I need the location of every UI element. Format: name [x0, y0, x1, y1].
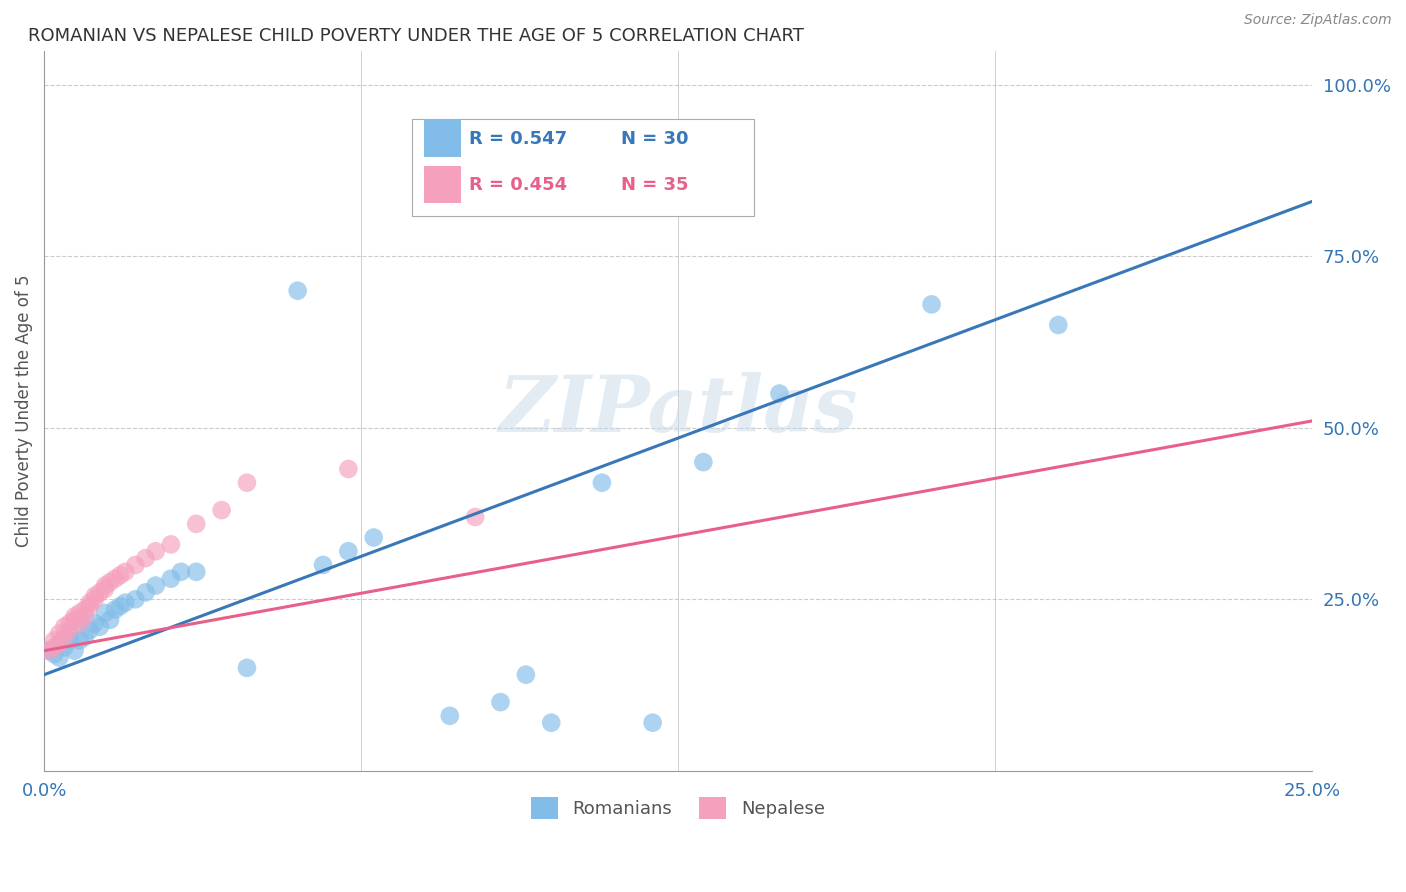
Text: R = 0.454: R = 0.454 [468, 176, 567, 194]
Point [641, 715, 664, 730]
Point [236, 661, 259, 675]
Point [44, 647, 66, 661]
Text: N = 30: N = 30 [621, 129, 689, 147]
Text: N = 35: N = 35 [621, 176, 689, 194]
FancyBboxPatch shape [425, 119, 461, 156]
Point [186, 565, 208, 579]
Point [489, 695, 512, 709]
Point [98, 575, 121, 590]
Point [236, 475, 259, 490]
Point [79, 596, 101, 610]
Point [135, 551, 157, 566]
Point [104, 602, 127, 616]
Point [63, 613, 86, 627]
Point [94, 606, 117, 620]
Point [515, 667, 537, 681]
Point [53, 630, 76, 644]
Point [58, 616, 80, 631]
Point [540, 715, 562, 730]
Point [921, 297, 943, 311]
Point [135, 585, 157, 599]
Point [89, 620, 111, 634]
Point [160, 572, 183, 586]
Point [98, 613, 121, 627]
Point [58, 633, 80, 648]
Point [287, 284, 309, 298]
Point [58, 623, 80, 637]
Point [69, 616, 91, 631]
Point [591, 475, 613, 490]
Point [83, 589, 105, 603]
Point [48, 650, 70, 665]
Point [170, 565, 193, 579]
Point [160, 537, 183, 551]
Point [73, 630, 96, 644]
Point [104, 572, 127, 586]
Point [337, 462, 360, 476]
Text: R = 0.547: R = 0.547 [468, 129, 567, 147]
Point [79, 623, 101, 637]
Point [73, 602, 96, 616]
Point [768, 386, 790, 401]
Point [145, 578, 167, 592]
Point [83, 616, 105, 631]
Point [44, 640, 66, 655]
Point [114, 565, 136, 579]
Point [186, 516, 208, 531]
Point [89, 585, 111, 599]
Point [79, 599, 101, 614]
Point [38, 643, 60, 657]
FancyBboxPatch shape [425, 166, 461, 203]
Point [692, 455, 714, 469]
Point [69, 606, 91, 620]
Text: ROMANIAN VS NEPALESE CHILD POVERTY UNDER THE AGE OF 5 CORRELATION CHART: ROMANIAN VS NEPALESE CHILD POVERTY UNDER… [28, 27, 804, 45]
Point [145, 544, 167, 558]
Point [337, 544, 360, 558]
Point [124, 558, 146, 572]
Point [83, 592, 105, 607]
Point [464, 510, 486, 524]
Point [312, 558, 335, 572]
Point [211, 503, 233, 517]
Point [38, 643, 60, 657]
Point [44, 633, 66, 648]
Point [108, 568, 131, 582]
Point [69, 633, 91, 648]
Point [1047, 318, 1070, 332]
Point [48, 637, 70, 651]
Point [63, 609, 86, 624]
Point [94, 578, 117, 592]
Point [124, 592, 146, 607]
Point [73, 609, 96, 624]
Text: Source: ZipAtlas.com: Source: ZipAtlas.com [1244, 13, 1392, 28]
Point [53, 640, 76, 655]
Point [363, 531, 385, 545]
Point [108, 599, 131, 614]
Point [94, 582, 117, 596]
Text: ZIPatlas: ZIPatlas [498, 373, 858, 449]
Point [63, 643, 86, 657]
Point [53, 620, 76, 634]
Point [48, 626, 70, 640]
Legend: Romanians, Nepalese: Romanians, Nepalese [524, 790, 832, 827]
Point [114, 596, 136, 610]
Point [439, 709, 461, 723]
Point [69, 613, 91, 627]
FancyBboxPatch shape [412, 119, 754, 216]
Point [48, 637, 70, 651]
Point [58, 626, 80, 640]
Y-axis label: Child Poverty Under the Age of 5: Child Poverty Under the Age of 5 [15, 275, 32, 547]
